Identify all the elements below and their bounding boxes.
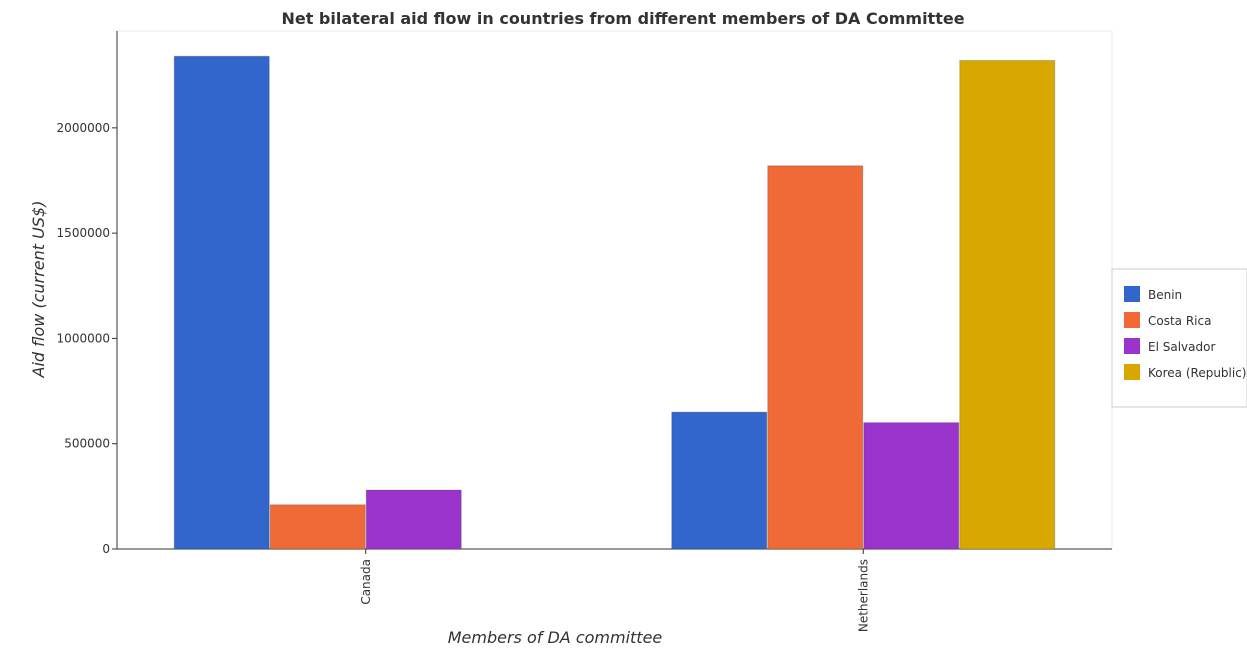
y-axis-ticks: 0 500000 1000000 1500000 2000000 <box>57 121 117 556</box>
bar-el-salvador-canada <box>365 489 462 550</box>
legend-swatch <box>1124 312 1140 328</box>
y-tick-label: 2000000 <box>57 121 110 135</box>
bar-costa-rica-canada <box>269 504 366 550</box>
x-axis-label: Members of DA committee <box>448 628 663 647</box>
y-tick-label: 500000 <box>64 437 110 451</box>
chart-title: Net bilateral aid flow in countries from… <box>281 9 964 28</box>
y-tick-label: 1000000 <box>57 331 110 345</box>
legend-box <box>1111 268 1247 408</box>
legend-swatch <box>1124 364 1140 380</box>
bar-costa-rica-netherlands <box>767 165 864 550</box>
legend-swatch <box>1124 338 1140 354</box>
legend-label: Korea (Republic) <box>1148 366 1246 380</box>
legend-label: El Salvador <box>1148 340 1215 354</box>
y-axis-label: Aid flow (current US$) <box>29 201 48 379</box>
x-tick-label: Netherlands <box>856 559 870 632</box>
bar-korea-republic--netherlands <box>959 59 1056 550</box>
y-tick-label: 1500000 <box>57 226 110 240</box>
bar-benin-netherlands <box>671 411 768 550</box>
bars <box>173 55 1056 550</box>
y-tick-label: 0 <box>102 542 110 556</box>
x-axis-ticks: Canada Netherlands <box>359 549 870 632</box>
legend-swatch <box>1124 286 1140 302</box>
bar-el-salvador-netherlands <box>863 422 960 550</box>
bar-benin-canada <box>173 55 270 550</box>
legend-label: Costa Rica <box>1148 314 1211 328</box>
legend: Benin Costa Rica El Salvador Korea (Republi… <box>1111 268 1247 408</box>
legend-label: Benin <box>1148 288 1182 302</box>
x-tick-label: Canada <box>359 559 373 605</box>
